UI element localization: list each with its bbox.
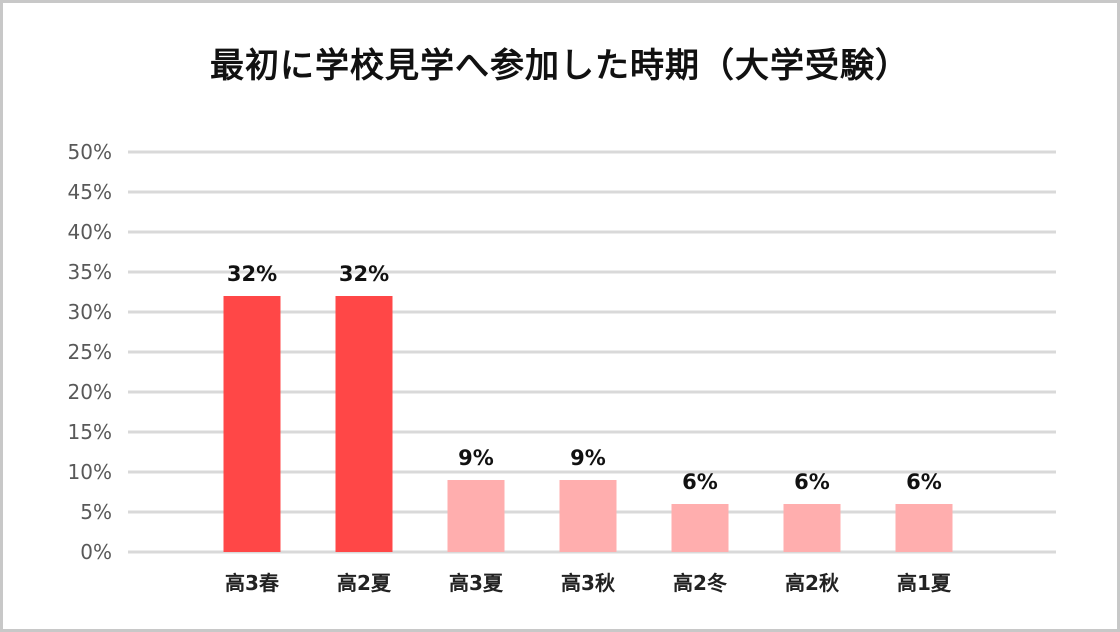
bar: [783, 504, 841, 552]
x-axis-categories: 高3春 高2夏 高3夏 高3秋 高2冬 高2秋 高1夏: [225, 571, 952, 595]
data-label: 9%: [570, 446, 606, 470]
y-tick-label: 35%: [68, 260, 112, 284]
y-tick-label: 0%: [80, 540, 112, 564]
y-tick-label: 30%: [68, 300, 112, 324]
data-label: 6%: [794, 470, 830, 494]
category-label: 高3秋: [561, 571, 616, 595]
y-tick-label: 10%: [68, 460, 112, 484]
y-tick-label: 25%: [68, 340, 112, 364]
category-label: 高1夏: [897, 571, 952, 595]
category-label: 高2夏: [337, 571, 392, 595]
y-tick-label: 15%: [68, 420, 112, 444]
data-label: 32%: [227, 262, 277, 286]
data-label: 6%: [906, 470, 942, 494]
chart-title: 最初に学校見学へ参加した時期（大学受験）: [210, 46, 910, 86]
bars: [223, 296, 953, 552]
category-label: 高3夏: [449, 571, 504, 595]
bar: [895, 504, 953, 552]
y-tick-label: 40%: [68, 220, 112, 244]
data-labels: 32% 32% 9% 9% 6% 6% 6%: [227, 262, 942, 494]
data-label: 32%: [339, 262, 389, 286]
bar: [335, 296, 393, 552]
bar: [559, 480, 617, 552]
y-tick-label: 5%: [80, 500, 112, 524]
data-label: 6%: [682, 470, 718, 494]
gridlines: [128, 150, 1056, 554]
y-tick-label: 20%: [68, 380, 112, 404]
category-label: 高2秋: [785, 571, 840, 595]
bar: [447, 480, 505, 552]
category-label: 高3春: [225, 571, 280, 595]
y-tick-label: 45%: [68, 180, 112, 204]
y-axis-ticks: 0% 5% 10% 15% 20% 25% 30% 35% 40% 45% 50%: [68, 140, 112, 564]
bar: [671, 504, 729, 552]
data-label: 9%: [458, 446, 494, 470]
bar: [223, 296, 281, 552]
category-label: 高2冬: [673, 571, 727, 595]
y-tick-label: 50%: [68, 140, 112, 164]
